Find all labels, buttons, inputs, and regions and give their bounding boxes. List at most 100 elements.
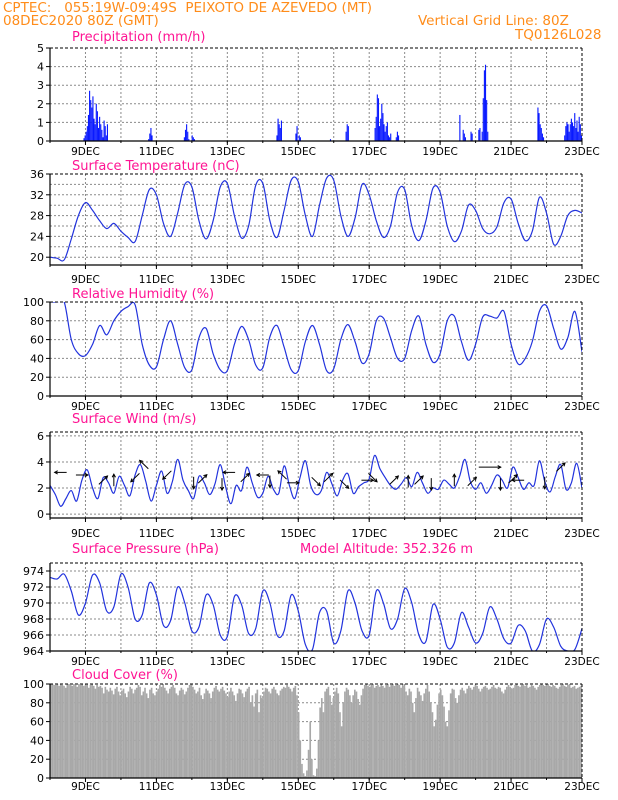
- cloud-cover-bar: [420, 695, 422, 778]
- cloud-cover-bar: [304, 776, 307, 778]
- wind-arrow: [277, 470, 287, 480]
- cloud-cover-bar: [254, 693, 257, 778]
- cloud-cover-bar: [372, 684, 374, 778]
- wind-arrow-head: [203, 473, 208, 479]
- cloud-cover-bar: [395, 684, 397, 778]
- y-tick-label: 974: [23, 565, 44, 578]
- cloud-cover-bar: [157, 688, 160, 778]
- precip-bar: [574, 113, 576, 141]
- precip-bar: [390, 133, 392, 141]
- cloud-cover-bar: [150, 687, 153, 778]
- precip-bar: [540, 127, 542, 141]
- precip-bar: [95, 103, 97, 141]
- cloud-cover-bar: [357, 699, 359, 778]
- wind-arrow-head: [419, 475, 424, 480]
- precip-bar: [278, 124, 280, 141]
- cloud-cover-bar: [104, 686, 107, 778]
- precip-bar: [380, 118, 382, 141]
- cloud-cover-bar: [575, 688, 578, 778]
- y-tick-label: 20: [30, 251, 44, 264]
- y-tick-label: 60: [30, 716, 44, 729]
- wind-arrow: [98, 475, 108, 485]
- cloud-cover-bar: [58, 685, 60, 778]
- cloud-cover-bar: [390, 684, 392, 778]
- cloud-cover-bar: [296, 695, 298, 778]
- x-tick-label: 23DEC: [564, 656, 599, 668]
- cloud-cover-bar: [441, 695, 444, 778]
- y-tick-label: 3: [37, 79, 44, 92]
- x-tick-label: 21DEC: [493, 274, 528, 286]
- cloud-cover-bar: [385, 684, 388, 778]
- cloud-cover-bar: [170, 686, 173, 778]
- x-tick-label: 15DEC: [281, 401, 316, 413]
- cloud-cover-bar: [132, 693, 135, 778]
- cloud-cover-bar: [79, 684, 82, 778]
- precip-bar: [538, 113, 540, 141]
- cloud-cover-bar: [534, 687, 536, 778]
- panel-title: Surface Temperature (nC): [72, 159, 240, 174]
- cloud-cover-bar: [504, 689, 506, 778]
- cloud-cover-bar: [202, 699, 204, 778]
- cloud-cover-bar: [507, 684, 510, 778]
- y-tick-label: 24: [30, 230, 44, 243]
- x-tick-label: 23DEC: [564, 781, 599, 793]
- cloud-cover-bar: [56, 684, 59, 778]
- cloud-cover-bar: [446, 726, 449, 778]
- y-tick-label: 80: [30, 697, 44, 710]
- cloud-cover-bar: [319, 707, 321, 778]
- precip-bar: [568, 131, 570, 141]
- precip-bar: [347, 126, 349, 141]
- cloud-cover-bar: [154, 695, 156, 778]
- cloud-cover-bar: [53, 684, 55, 778]
- wind-arrow: [339, 479, 350, 489]
- cloud-cover-bar: [363, 684, 366, 778]
- cloud-cover-bar: [568, 684, 571, 778]
- panel-2: 20 24 28 32 36 9DEC 11DEC 13DEC 15DEC 17DEC 19DEC 2…: [30, 159, 600, 286]
- x-tick-label: 9DEC: [71, 528, 100, 540]
- cloud-cover-bar: [502, 693, 505, 778]
- x-tick-label: 19DEC: [422, 781, 457, 793]
- cloud-cover-bar: [342, 702, 345, 778]
- precip-bar: [385, 126, 387, 141]
- cloud-cover-bar: [393, 685, 396, 778]
- precip-bar: [566, 122, 568, 141]
- cloud-cover-bar: [266, 688, 269, 778]
- wind-arrow-head: [370, 478, 375, 483]
- cloud-cover-bar: [482, 686, 485, 778]
- cloud-cover-bar: [231, 691, 234, 778]
- cloud-cover-bar: [403, 685, 406, 778]
- cloud-cover-bar: [119, 695, 122, 778]
- cloud-cover-bar: [413, 712, 416, 778]
- x-tick-label: 9DEC: [71, 656, 100, 668]
- panel-title: Surface Pressure (hPa): [72, 542, 219, 557]
- wind-arrow-head: [277, 470, 282, 475]
- cloud-cover-bar: [316, 768, 318, 778]
- y-tick-label: 1: [37, 116, 44, 129]
- cloud-cover-bar: [291, 691, 293, 778]
- cloud-cover-bar: [309, 721, 312, 778]
- cloud-cover-bar: [273, 686, 275, 778]
- precip-bar: [91, 107, 93, 141]
- cloud-cover-bar: [547, 684, 549, 778]
- precip-bar: [186, 124, 188, 141]
- wind-arrow-head: [267, 484, 273, 489]
- cloud-cover-bar: [149, 689, 151, 778]
- wind-arrow-head: [130, 478, 135, 483]
- cloud-cover-bar: [175, 693, 178, 778]
- cloud-cover-bar: [370, 684, 373, 778]
- cloud-cover-bar: [282, 686, 285, 778]
- cloud-cover-bar: [489, 688, 492, 778]
- cloud-cover-bar: [327, 686, 330, 778]
- wind-arrow: [311, 476, 321, 487]
- wind-arrow-head: [513, 473, 518, 479]
- cloud-cover-bar: [329, 695, 331, 778]
- x-tick-label: 23DEC: [564, 274, 599, 286]
- x-tick-label: 9DEC: [71, 146, 100, 158]
- wind-arrow-head: [295, 480, 300, 485]
- cloud-cover-bar: [334, 691, 336, 778]
- series-line: [50, 174, 582, 262]
- cloud-cover-bar: [301, 763, 303, 778]
- cloud-cover-bar: [463, 690, 465, 778]
- cloud-cover-bar: [284, 687, 287, 778]
